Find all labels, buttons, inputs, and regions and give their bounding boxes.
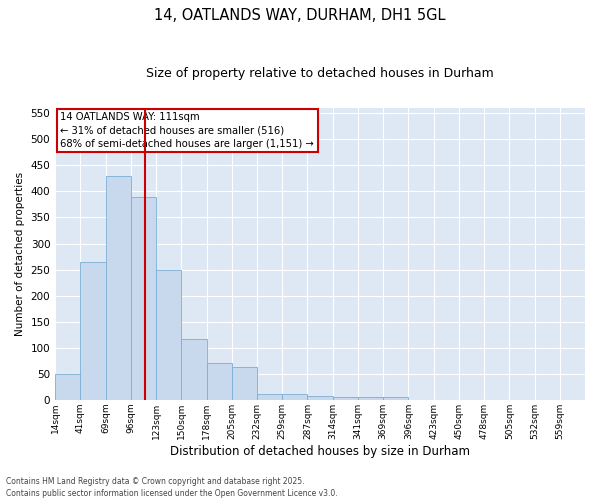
Bar (131, 196, 156, 400)
Bar (282, 394, 307, 400)
Text: 14, OATLANDS WAY, DURHAM, DH1 5GL: 14, OATLANDS WAY, DURHAM, DH1 5GL (154, 8, 446, 22)
Bar (383, 397, 409, 400)
X-axis label: Distribution of detached houses by size in Durham: Distribution of detached houses by size … (170, 444, 470, 458)
Bar (106, 176, 131, 400)
Bar (358, 397, 383, 400)
Bar (55, 374, 80, 400)
Bar (80, 262, 106, 400)
Bar (307, 396, 332, 400)
Bar (156, 270, 181, 400)
Text: 14 OATLANDS WAY: 111sqm
← 31% of detached houses are smaller (516)
68% of semi-d: 14 OATLANDS WAY: 111sqm ← 31% of detache… (61, 112, 314, 149)
Title: Size of property relative to detached houses in Durham: Size of property relative to detached ho… (146, 68, 494, 80)
Bar (257, 394, 282, 400)
Bar (332, 397, 358, 400)
Y-axis label: Number of detached properties: Number of detached properties (15, 172, 25, 336)
Bar (181, 339, 206, 400)
Bar (206, 364, 232, 400)
Text: Contains HM Land Registry data © Crown copyright and database right 2025.
Contai: Contains HM Land Registry data © Crown c… (6, 476, 338, 498)
Bar (232, 368, 257, 400)
